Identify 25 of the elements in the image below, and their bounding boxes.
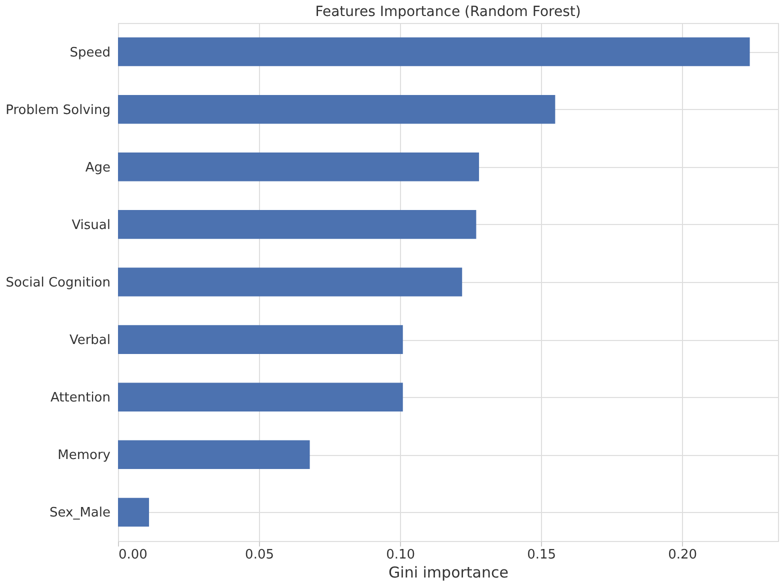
- y-tick-label: Age: [85, 160, 110, 176]
- x-tick-label: 0.20: [668, 548, 698, 562]
- y-tick-label: Memory: [58, 448, 111, 464]
- bar: [118, 94, 556, 124]
- bar: [118, 210, 476, 239]
- bar: [118, 152, 480, 182]
- y-tick-label: Verbal: [69, 333, 110, 348]
- x-tick-label: 0.00: [118, 548, 148, 562]
- y-tick-label: Problem Solving: [6, 102, 110, 118]
- bar: [118, 382, 403, 412]
- y-tick-label: Speed: [70, 45, 110, 60]
- chart-title: Features Importance (Random Forest): [315, 4, 581, 20]
- x-tick-label: 0.10: [386, 548, 416, 562]
- y-tick-label: Attention: [50, 390, 110, 406]
- y-tick-label: Social Cognition: [6, 276, 110, 290]
- x-tick-label: 0.05: [245, 548, 274, 562]
- y-tick-label: Sex_Male: [49, 506, 110, 521]
- bar: [118, 440, 310, 470]
- bar: [118, 37, 750, 66]
- bar: [118, 268, 462, 296]
- x-tick-label: 0.15: [527, 548, 556, 562]
- x-axis-title: Gini importance: [388, 564, 508, 582]
- bar: [118, 325, 403, 354]
- y-tick-label: Visual: [72, 218, 110, 233]
- bar: [118, 498, 150, 527]
